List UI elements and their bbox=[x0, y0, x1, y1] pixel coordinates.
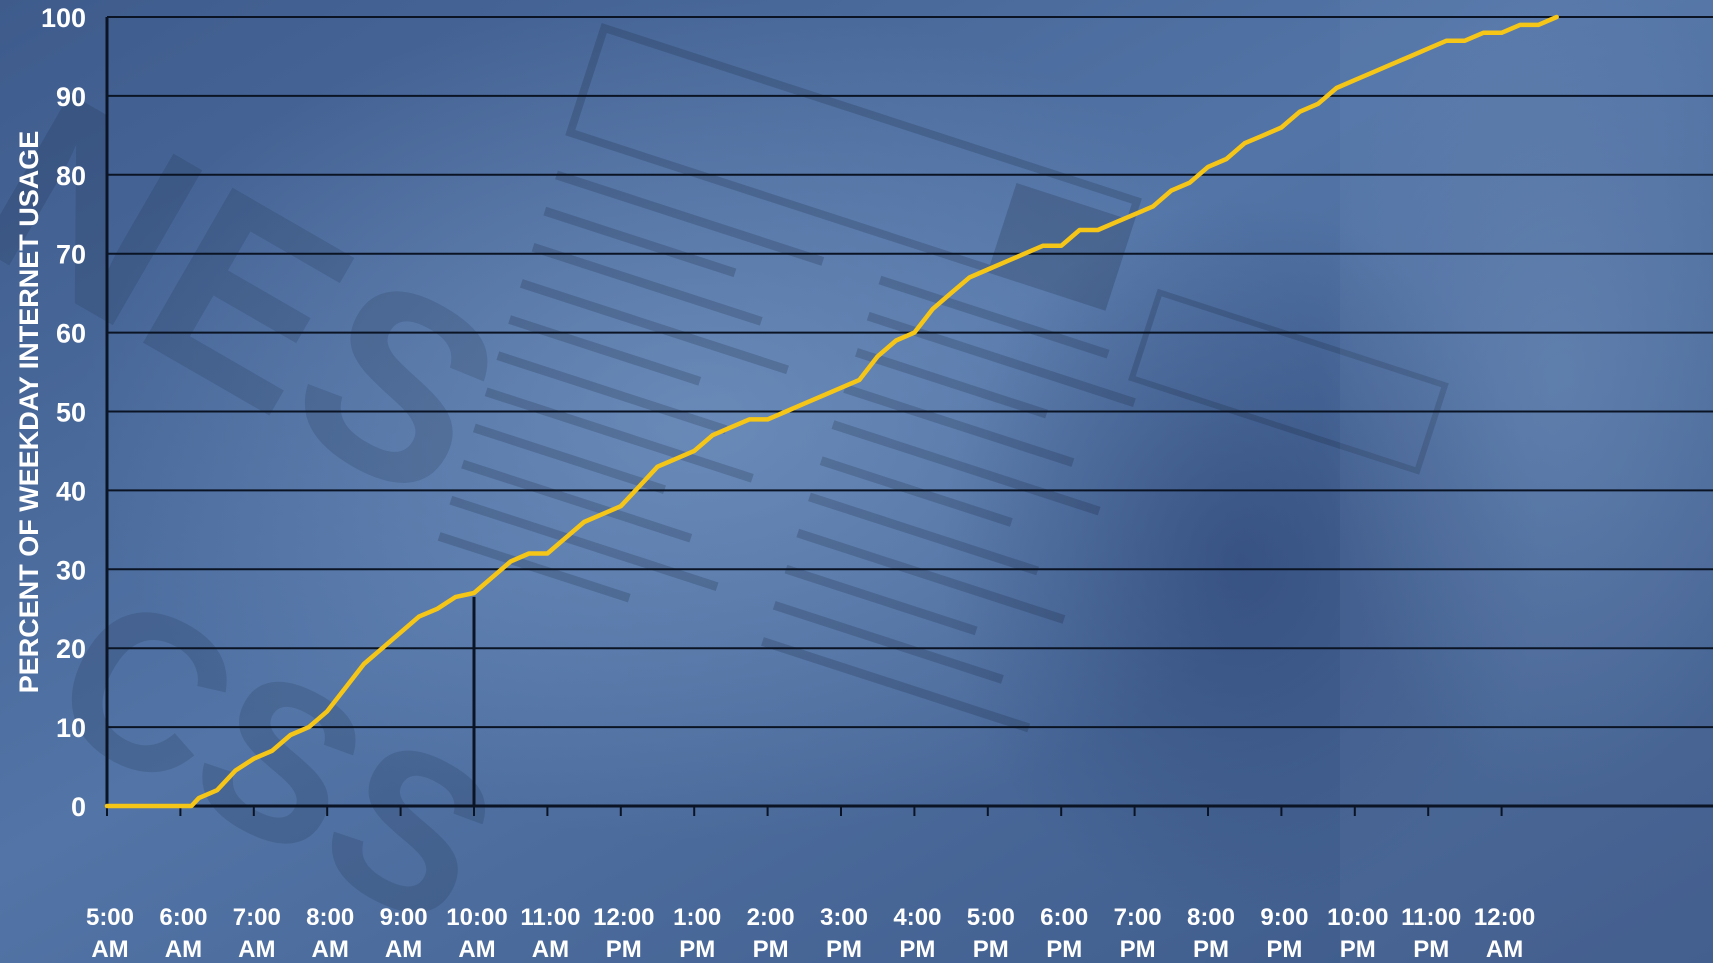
y-tick-labels: 0 10 20 30 40 50 60 70 80 90 100 bbox=[41, 3, 86, 822]
x-tick-label: 11:00 AM bbox=[520, 904, 580, 963]
y-tick-label: 100 bbox=[41, 3, 86, 33]
x-tick-label: 6:00 AM bbox=[159, 904, 207, 963]
x-tick-label: 9:00 PM bbox=[1260, 904, 1308, 963]
x-tick-label: 5:00 PM bbox=[967, 904, 1015, 963]
x-tick-label: 12:00 PM bbox=[593, 904, 654, 963]
x-tick-label: 12:00 AM bbox=[1474, 904, 1535, 963]
y-tick-label: 60 bbox=[56, 319, 86, 349]
x-tick-label: 10:00 PM bbox=[1327, 904, 1388, 963]
axes bbox=[105, 17, 1713, 808]
x-tick-label: 6:00 PM bbox=[1040, 904, 1088, 963]
x-tick-label: 5:00 AM bbox=[86, 904, 134, 963]
x-tick-label: 10:00 AM bbox=[446, 904, 507, 963]
x-tick-label: 3:00 PM bbox=[820, 904, 868, 963]
y-tick-label: 80 bbox=[56, 161, 86, 191]
y-tick-label: 70 bbox=[56, 240, 86, 270]
y-tick-label: 50 bbox=[56, 398, 86, 428]
y-tick-label: 0 bbox=[71, 792, 86, 822]
x-tick-label: 7:00 PM bbox=[1114, 904, 1162, 963]
x-tick-label: 8:00 PM bbox=[1187, 904, 1235, 963]
x-tick-label: 2:00 PM bbox=[747, 904, 795, 963]
x-tick-label: 7:00 AM bbox=[233, 904, 281, 963]
y-axis-label: PERCENT OF WEEKDAY INTERNET USAGE bbox=[14, 131, 44, 694]
y-tick-label: 90 bbox=[56, 82, 86, 112]
series-line bbox=[104, 14, 1559, 809]
y-tick-label: 40 bbox=[56, 476, 86, 506]
y-tick-label: 10 bbox=[56, 713, 86, 743]
x-tick-label: 11:00 PM bbox=[1401, 904, 1461, 963]
x-tick-label: 8:00 AM bbox=[306, 904, 354, 963]
x-tick-label: 4:00 PM bbox=[893, 904, 941, 963]
y-tick-label: 20 bbox=[56, 634, 86, 664]
x-tick-label: 1:00 PM bbox=[673, 904, 721, 963]
series-layer bbox=[104, 14, 1559, 809]
x-tick-label: 9:00 AM bbox=[380, 904, 428, 963]
y-tick-label: 30 bbox=[56, 555, 86, 585]
